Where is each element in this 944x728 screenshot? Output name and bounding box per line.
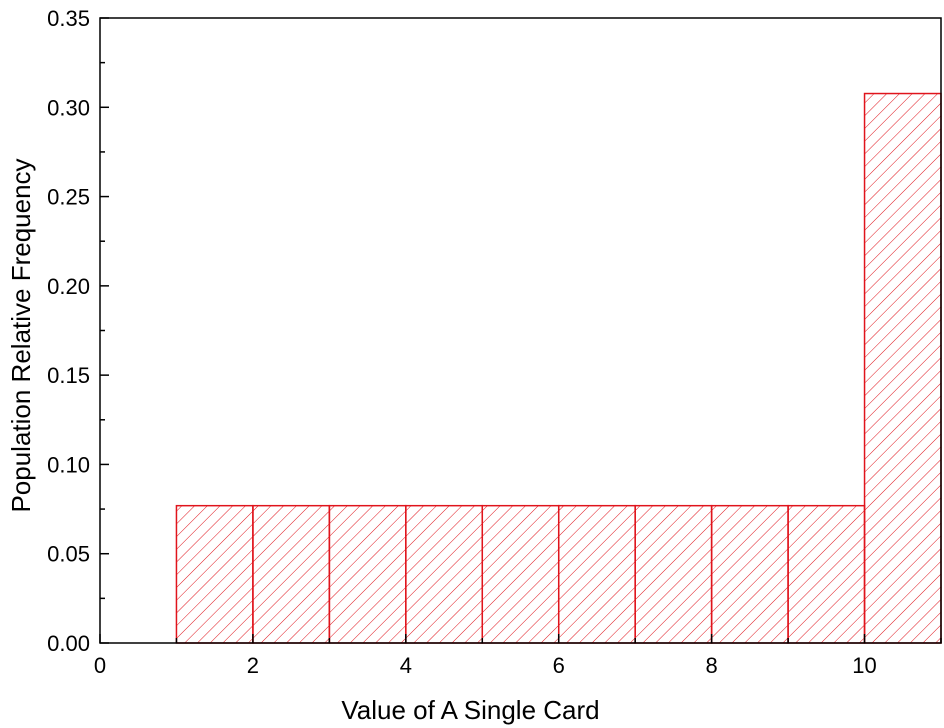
bar-10 (863, 92, 942, 644)
x-tick-label: 4 (400, 653, 412, 678)
x-tick-label: 8 (706, 653, 718, 678)
y-tick-label: 0.30 (47, 95, 90, 120)
bar-6 (557, 504, 636, 644)
bar-8 (710, 504, 789, 644)
y-tick-label: 0.20 (47, 274, 90, 299)
x-tick-label: 2 (247, 653, 259, 678)
y-tick-label: 0.10 (47, 452, 90, 477)
bar-1 (175, 504, 254, 644)
bar-3 (328, 504, 407, 644)
x-axis-title: Value of A Single Card (341, 695, 599, 725)
y-axis-title: Population Relative Frequency (6, 158, 36, 512)
y-tick-label: 0.00 (47, 631, 90, 656)
x-tick-label: 10 (852, 653, 876, 678)
x-tick-label: 0 (94, 653, 106, 678)
bar-7 (634, 504, 713, 644)
axis-tick-labels: 0 2 4 6 8 10 0.00 0.05 0.10 0.15 0.20 0.25 0.30 0.35 (47, 6, 877, 678)
bars-group (175, 92, 942, 644)
bar-4 (405, 504, 484, 644)
y-tick-label: 0.35 (47, 6, 90, 31)
x-tick-label: 6 (553, 653, 565, 678)
bar-2 (252, 504, 331, 644)
y-tick-label: 0.15 (47, 363, 90, 388)
y-tick-label: 0.05 (47, 542, 90, 567)
y-tick-label: 0.25 (47, 185, 90, 210)
bar-5 (481, 504, 560, 644)
bar-9 (787, 504, 866, 644)
axis-ticks (99, 17, 942, 644)
